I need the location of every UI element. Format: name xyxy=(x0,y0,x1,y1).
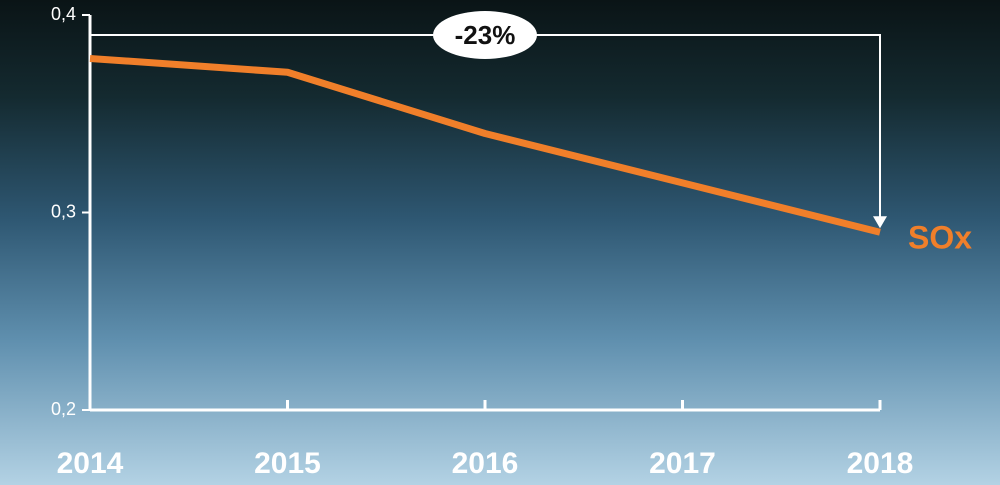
series-label: SOx xyxy=(908,220,972,256)
y-tick-label: 0,2 xyxy=(51,399,76,419)
page: {"chart_data": {"type": "line", "categor… xyxy=(0,0,1000,485)
y-tick-label: 0,3 xyxy=(51,201,76,221)
x-tick-label: 2017 xyxy=(649,447,716,480)
background xyxy=(0,0,1000,485)
x-tick-label: 2016 xyxy=(452,447,519,480)
annotation: -23% xyxy=(455,20,516,50)
chart: 0,2 0,3 0,4 2014 2015 2016 2017 2018 SOx -23% xyxy=(0,0,1000,485)
x-tick-label: 2015 xyxy=(254,447,321,480)
x-tick-label: 2014 xyxy=(57,447,124,480)
y-tick-label: 0,4 xyxy=(51,4,76,24)
x-tick-label: 2018 xyxy=(847,447,914,480)
